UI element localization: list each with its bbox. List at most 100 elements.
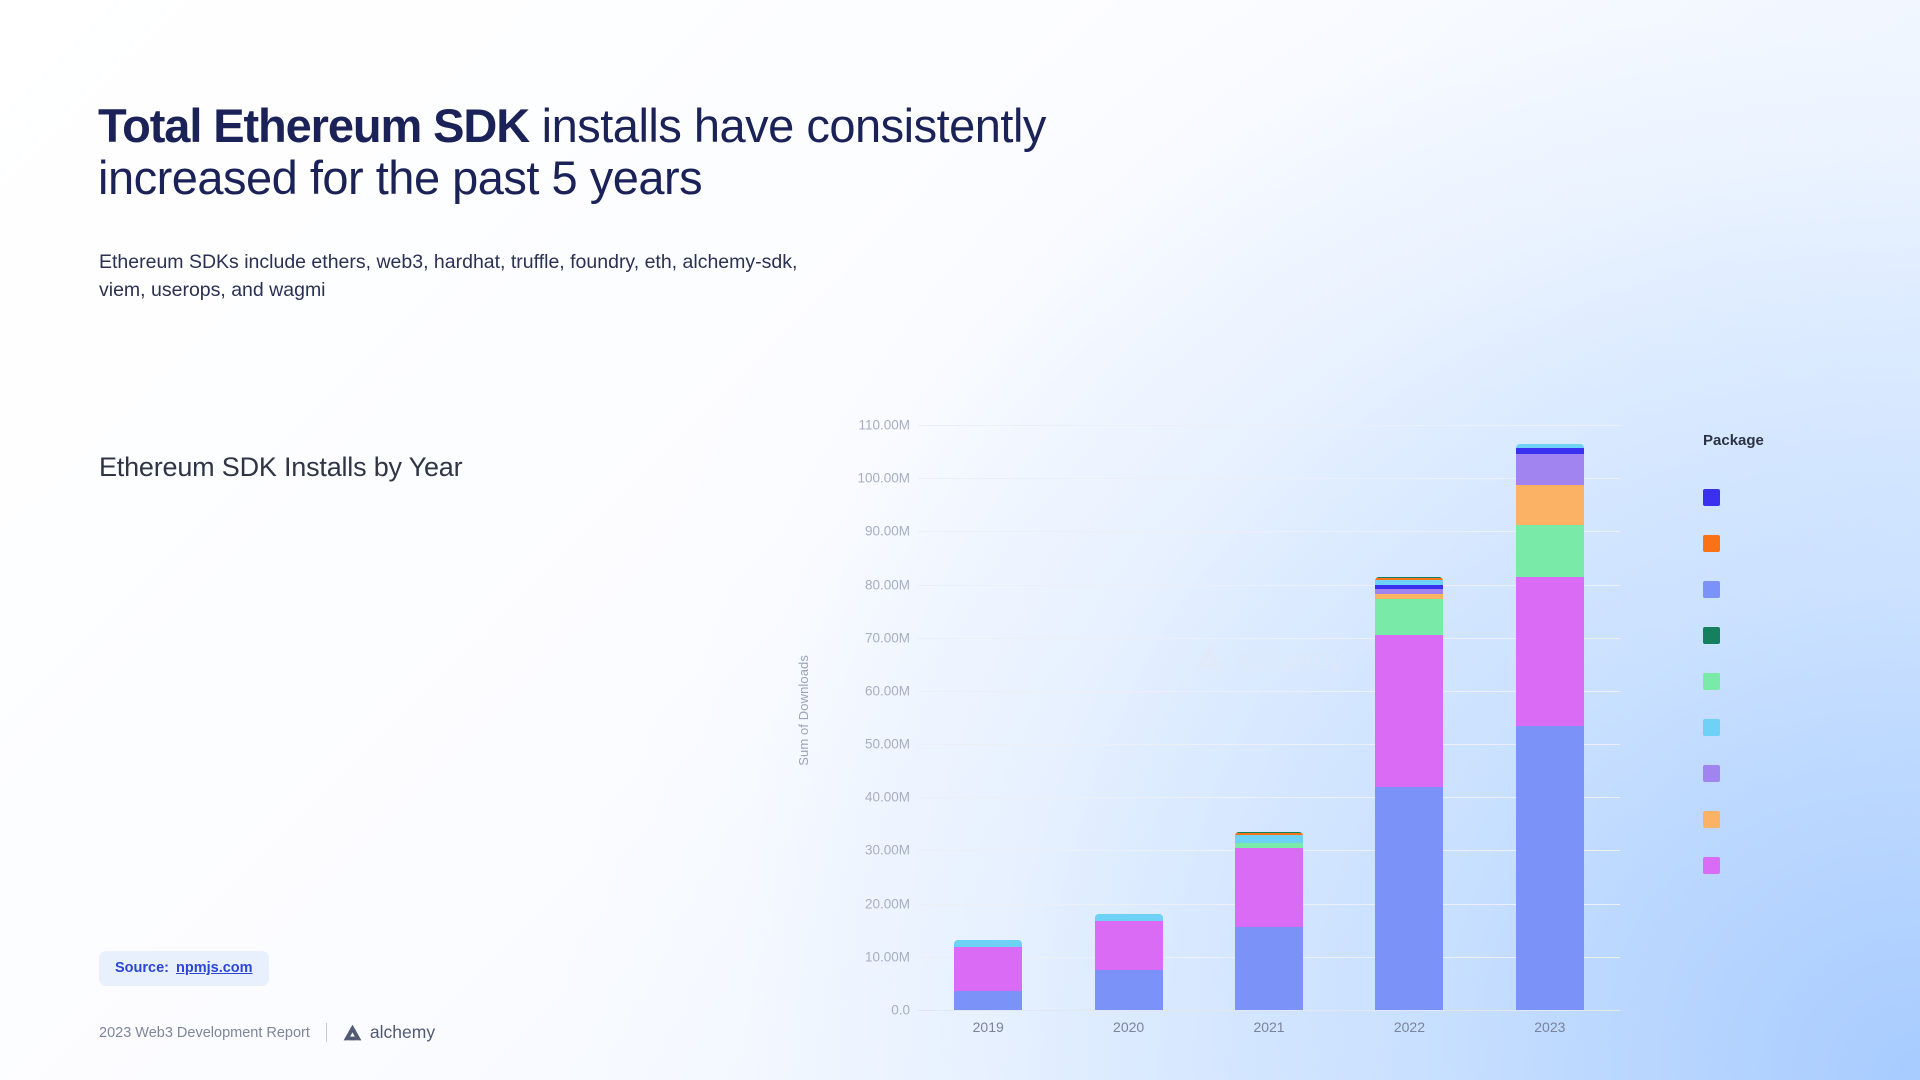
stat-row: [99, 640, 349, 705]
bar-stack[interactable]: [1094, 913, 1163, 1010]
bar-segment-ethers[interactable]: [954, 991, 1023, 1010]
bar-segment-web3[interactable]: [954, 946, 1023, 992]
bar-segment-ethers[interactable]: [1375, 786, 1444, 1010]
bar-segment-wagmi[interactable]: [1375, 593, 1444, 599]
legend-swatch-icon: [1703, 764, 1720, 782]
footer-divider: [325, 1023, 327, 1042]
gridline: [918, 531, 1620, 533]
bar-segment-truffle[interactable]: [1235, 835, 1304, 844]
page-title-bold: Total Ethereum SDK: [98, 99, 530, 152]
y-axis-tick-label: 60.00M: [864, 683, 910, 699]
bar-segment-truffle[interactable]: [1375, 579, 1444, 585]
bar-segment-foundry[interactable]: [1375, 577, 1444, 579]
bar-segment-ethers[interactable]: [1094, 970, 1163, 1010]
legend-items: [1703, 474, 1903, 888]
legend-item[interactable]: [1703, 658, 1903, 704]
chart-legend: Package: [1703, 432, 1903, 888]
legend-swatch-icon: [1703, 580, 1720, 598]
legend-item[interactable]: [1703, 842, 1903, 888]
gridline: [918, 690, 1620, 692]
bar-segment-hardhat[interactable]: [1375, 598, 1444, 636]
chart: Sum of Downloads 0.0 10.00M 20.00M 30.00M 40…: [796, 418, 1620, 1050]
legend-swatch-icon: [1703, 856, 1720, 874]
legend-item[interactable]: [1703, 750, 1903, 796]
page-title: Total Ethereum SDK installs have consist…: [98, 99, 1158, 205]
legend-item[interactable]: [1703, 520, 1903, 566]
source-label: Source:: [115, 960, 169, 976]
bar-segment-truffle[interactable]: [1094, 913, 1163, 921]
stats-table: [99, 510, 349, 835]
x-axis-tick-label: 2021: [1253, 1019, 1285, 1035]
legend-item[interactable]: [1703, 612, 1903, 658]
y-axis-tick-label: 100.00M: [857, 470, 910, 486]
bar-segment-ethers[interactable]: [1235, 927, 1304, 1010]
x-axis-tick-label: 2022: [1393, 1019, 1425, 1035]
footer-brand: alchemy: [343, 1022, 435, 1043]
gridline: [918, 478, 1620, 480]
legend-swatch-icon: [1703, 534, 1720, 552]
x-axis-labels: 2019 2020 2021 2022 2023: [918, 1019, 1620, 1035]
y-axis-tick-label: 50.00M: [864, 736, 910, 752]
page-title-rest: installs have consistently increased for…: [98, 99, 1046, 205]
bar-segment-truffle[interactable]: [954, 939, 1023, 947]
bar-stack[interactable]: [1235, 832, 1304, 1010]
bar-segment-foundry[interactable]: [1235, 832, 1304, 834]
bar-segment-hardhat[interactable]: [1515, 525, 1584, 578]
gridline: [918, 637, 1620, 639]
legend-item[interactable]: [1703, 566, 1903, 612]
alchemy-logo-icon: [343, 1024, 362, 1041]
bar-segment-viem[interactable]: [1375, 589, 1444, 594]
bar-stack[interactable]: [954, 939, 1023, 1010]
bar-series: [918, 425, 1620, 1010]
y-axis-tick-label: 70.00M: [864, 630, 910, 646]
legend-item[interactable]: [1703, 474, 1903, 520]
bar-segment-web3[interactable]: [1375, 635, 1444, 787]
y-axis-tick-label: 0.0: [891, 1002, 910, 1018]
gridline: [918, 744, 1620, 746]
y-axis-tick-label: 20.00M: [864, 896, 910, 912]
legend-item[interactable]: [1703, 704, 1903, 750]
footer: 2023 Web3 Development Report alchemy: [99, 1022, 435, 1043]
bar-segment-ethers[interactable]: [1515, 726, 1584, 1010]
bar-column: [918, 425, 1058, 1010]
bar-column: [1339, 425, 1479, 1010]
y-axis-tick-label: 80.00M: [864, 577, 910, 593]
plot-area: alchemy: [918, 425, 1620, 1011]
gridline: [918, 584, 1620, 586]
bar-segment-truffle[interactable]: [1515, 444, 1584, 448]
source-link[interactable]: npmjs.com: [176, 960, 253, 976]
legend-swatch-icon: [1703, 810, 1720, 828]
stat-row: [99, 575, 349, 640]
legend-swatch-icon: [1703, 718, 1720, 736]
gridline: [918, 797, 1620, 799]
y-axis-tick-label: 40.00M: [864, 789, 910, 805]
legend-swatch-icon: [1703, 488, 1720, 506]
gridline: [918, 425, 1620, 426]
y-axis-tick-label: 110.00M: [858, 417, 910, 433]
bar-segment-alchemy-sdk[interactable]: [1375, 584, 1444, 590]
bar-segment-wagmi[interactable]: [1515, 484, 1584, 525]
bar-stack[interactable]: [1375, 577, 1444, 1010]
bar-segment-eth[interactable]: [1375, 578, 1444, 580]
footer-report-title: 2023 Web3 Development Report: [99, 1024, 310, 1041]
legend-item[interactable]: [1703, 796, 1903, 842]
source-badge: Source: npmjs.com: [99, 951, 269, 986]
bar-segment-web3[interactable]: [1515, 577, 1584, 727]
stat-row: [99, 770, 349, 835]
bar-segment-eth[interactable]: [1235, 833, 1304, 836]
page-subtitle: Ethereum SDKs include ethers, web3, hard…: [99, 251, 798, 301]
legend-swatch-icon: [1703, 672, 1720, 690]
bar-segment-web3[interactable]: [1235, 848, 1304, 928]
bar-column: [1058, 425, 1198, 1010]
stat-row: [99, 510, 349, 575]
bar-segment-hardhat[interactable]: [1235, 843, 1304, 849]
bar-segment-alchemy-sdk[interactable]: [1515, 447, 1584, 454]
bar-column: [1199, 425, 1339, 1010]
y-axis-tick-label: 10.00M: [864, 949, 910, 965]
bar-stack[interactable]: [1515, 444, 1584, 1010]
bar-segment-viem[interactable]: [1515, 453, 1584, 485]
stats-table-title: Ethereum SDK Installs by Year: [99, 452, 463, 482]
footer-brand-name: alchemy: [369, 1022, 436, 1042]
bar-segment-web3[interactable]: [1094, 920, 1163, 971]
legend-title: Package: [1703, 432, 1764, 449]
